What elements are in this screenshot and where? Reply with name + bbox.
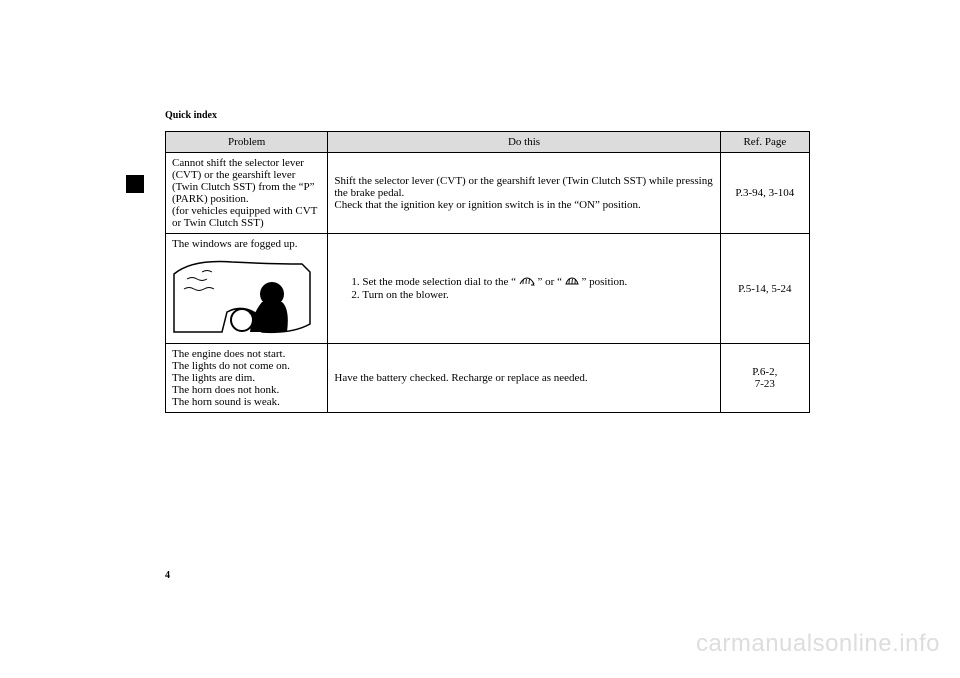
ref-cell: P.5-14, 5-24 bbox=[720, 234, 809, 344]
problem-line: The lights do not come on. bbox=[172, 360, 290, 372]
fog-illustration bbox=[172, 254, 312, 339]
section-tab bbox=[126, 175, 144, 193]
defrost-icon bbox=[565, 276, 579, 289]
watermark: carmanualsonline.info bbox=[696, 630, 940, 658]
ref-line: P.6-2, bbox=[752, 366, 777, 378]
step-text: ” position. bbox=[581, 276, 627, 288]
table-row: Cannot shift the selector lever (CVT) or… bbox=[166, 153, 810, 234]
dothis-line: Shift the selector lever (CVT) or the ge… bbox=[334, 175, 712, 199]
dothis-cell: Set the mode selection dial to the “ ” o… bbox=[328, 234, 720, 344]
ref-line: 7-23 bbox=[755, 378, 775, 390]
col-header-problem: Problem bbox=[166, 132, 328, 153]
problem-cell: Cannot shift the selector lever (CVT) or… bbox=[166, 153, 328, 234]
problem-line: The lights are dim. bbox=[172, 372, 255, 384]
page-header: Quick index bbox=[165, 110, 810, 121]
page-content: Quick index Problem Do this Ref. Page Ca… bbox=[165, 110, 810, 413]
dothis-cell: Shift the selector lever (CVT) or the ge… bbox=[328, 153, 720, 234]
table-header-row: Problem Do this Ref. Page bbox=[166, 132, 810, 153]
problem-line: The horn does not honk. bbox=[172, 384, 279, 396]
table-row: The windows are fogged up. bbox=[166, 234, 810, 344]
problem-text: The windows are fogged up. bbox=[172, 238, 298, 250]
dothis-cell: Have the battery checked. Recharge or re… bbox=[328, 344, 720, 413]
dothis-step: Set the mode selection dial to the “ ” o… bbox=[362, 276, 713, 289]
problem-cell: The windows are fogged up. bbox=[166, 234, 328, 344]
page-number: 4 bbox=[165, 570, 170, 581]
col-header-dothis: Do this bbox=[328, 132, 720, 153]
step-text: Set the mode selection dial to the “ bbox=[362, 276, 516, 288]
problem-text: Cannot shift the selector lever (CVT) or… bbox=[172, 157, 317, 229]
table-row: The engine does not start. The lights do… bbox=[166, 344, 810, 413]
foot-defrost-icon bbox=[519, 276, 535, 289]
ref-cell: P.3-94, 3-104 bbox=[720, 153, 809, 234]
col-header-ref: Ref. Page bbox=[720, 132, 809, 153]
problem-line: The engine does not start. bbox=[172, 348, 285, 360]
dothis-line: Check that the ignition key or ignition … bbox=[334, 199, 640, 211]
step-text: ” or “ bbox=[538, 276, 562, 288]
dothis-step: Turn on the blower. bbox=[362, 289, 713, 301]
problem-cell: The engine does not start. The lights do… bbox=[166, 344, 328, 413]
problem-line: The horn sound is weak. bbox=[172, 396, 280, 408]
ref-cell: P.6-2, 7-23 bbox=[720, 344, 809, 413]
troubleshooting-table: Problem Do this Ref. Page Cannot shift t… bbox=[165, 131, 810, 413]
